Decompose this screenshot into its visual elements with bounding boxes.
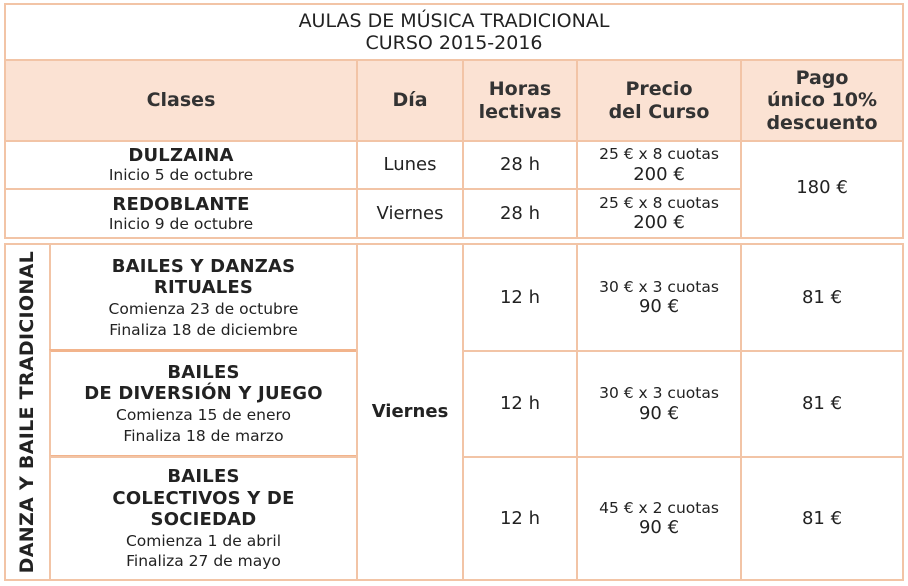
price-redoblante: 25 € x 8 cuotas 200 € xyxy=(576,188,742,239)
hours-dance-3: 12 h xyxy=(462,456,578,581)
title-line-2: CURSO 2015-2016 xyxy=(365,32,543,54)
class-start: Comienza 15 de enero xyxy=(116,406,291,425)
header-pago: Pago único 10% descuento xyxy=(740,59,904,142)
class-name-line: BAILES xyxy=(167,466,240,488)
class-end: Finaliza 18 de marzo xyxy=(123,426,284,445)
total: 90 € xyxy=(638,402,680,424)
installments: 25 € x 8 cuotas xyxy=(599,145,719,164)
header-pago-label: Pago único 10% descuento xyxy=(766,66,878,134)
class-redoblante: REDOBLANTE Inicio 9 de octubre xyxy=(4,188,358,239)
single-dance-2: 81 € xyxy=(740,350,904,458)
price-dance-1: 30 € x 3 cuotas 90 € xyxy=(576,243,742,352)
class-name-line: SOCIEDAD xyxy=(150,508,257,530)
installments: 30 € x 3 cuotas xyxy=(599,384,719,403)
total: 200 € xyxy=(633,212,685,234)
class-name-line: RITUALES xyxy=(153,277,254,299)
class-name-line: DE DIVERSIÓN Y JUEGO xyxy=(84,383,323,405)
class-start: Inicio 9 de octubre xyxy=(108,214,254,233)
total: 90 € xyxy=(638,517,680,539)
hours-dance-2: 12 h xyxy=(462,350,578,458)
title-line-1: AULAS DE MÚSICA TRADICIONAL xyxy=(298,9,610,32)
day-redoblante: Viernes xyxy=(356,188,464,239)
table-title: AULAS DE MÚSICA TRADICIONAL CURSO 2015-2… xyxy=(4,3,904,61)
class-dulzaina: DULZAINA Inicio 5 de octubre xyxy=(4,140,358,190)
installments: 25 € x 8 cuotas xyxy=(599,193,719,212)
hours-dulzaina: 28 h xyxy=(462,140,578,190)
header-precio: Precio del Curso xyxy=(576,59,742,142)
price-dance-2: 30 € x 3 cuotas 90 € xyxy=(576,350,742,458)
class-bailes-colectivos: BAILES COLECTIVOS Y DE SOCIEDAD Comienza… xyxy=(49,456,358,581)
class-name-line: BAILES Y DANZAS xyxy=(111,255,296,277)
hours-dance-1: 12 h xyxy=(462,243,578,352)
class-bailes-diversion: BAILES DE DIVERSIÓN Y JUEGO Comienza 15 … xyxy=(49,349,358,458)
class-start: Inicio 5 de octubre xyxy=(108,166,254,185)
price-dulzaina: 25 € x 8 cuotas 200 € xyxy=(576,140,742,190)
class-name: REDOBLANTE xyxy=(112,193,250,215)
header-precio-label: Precio del Curso xyxy=(608,78,710,123)
class-bailes-rituales: BAILES Y DANZAS RITUALES Comienza 23 de … xyxy=(49,243,358,352)
day-dance: Viernes xyxy=(356,243,464,581)
class-end: Finaliza 27 de mayo xyxy=(126,552,281,571)
installments: 30 € x 3 cuotas xyxy=(599,277,719,296)
single-payment-music: 180 € xyxy=(740,140,904,239)
class-name: DULZAINA xyxy=(128,145,234,167)
price-dance-3: 45 € x 2 cuotas 90 € xyxy=(576,456,742,581)
day-dulzaina: Lunes xyxy=(356,140,464,190)
total: 200 € xyxy=(633,163,685,185)
dance-group-label: DANZA Y BAILE TRADICIONAL xyxy=(4,243,51,581)
class-name-line: BAILES xyxy=(167,361,240,383)
header-clases: Clases xyxy=(4,59,358,142)
header-horas-label: Horas lectivas xyxy=(478,78,562,123)
hours-redoblante: 28 h xyxy=(462,188,578,239)
class-end: Finaliza 18 de diciembre xyxy=(109,320,298,339)
class-name-line: COLECTIVOS Y DE xyxy=(112,487,295,509)
dance-group-text: DANZA Y BAILE TRADICIONAL xyxy=(16,250,39,574)
header-horas: Horas lectivas xyxy=(462,59,578,142)
total: 90 € xyxy=(638,296,680,318)
single-dance-1: 81 € xyxy=(740,243,904,352)
class-start: Comienza 1 de abril xyxy=(125,532,282,551)
installments: 45 € x 2 cuotas xyxy=(599,498,719,517)
single-dance-3: 81 € xyxy=(740,456,904,581)
class-start: Comienza 23 de octubre xyxy=(108,300,299,319)
header-dia: Día xyxy=(356,59,464,142)
